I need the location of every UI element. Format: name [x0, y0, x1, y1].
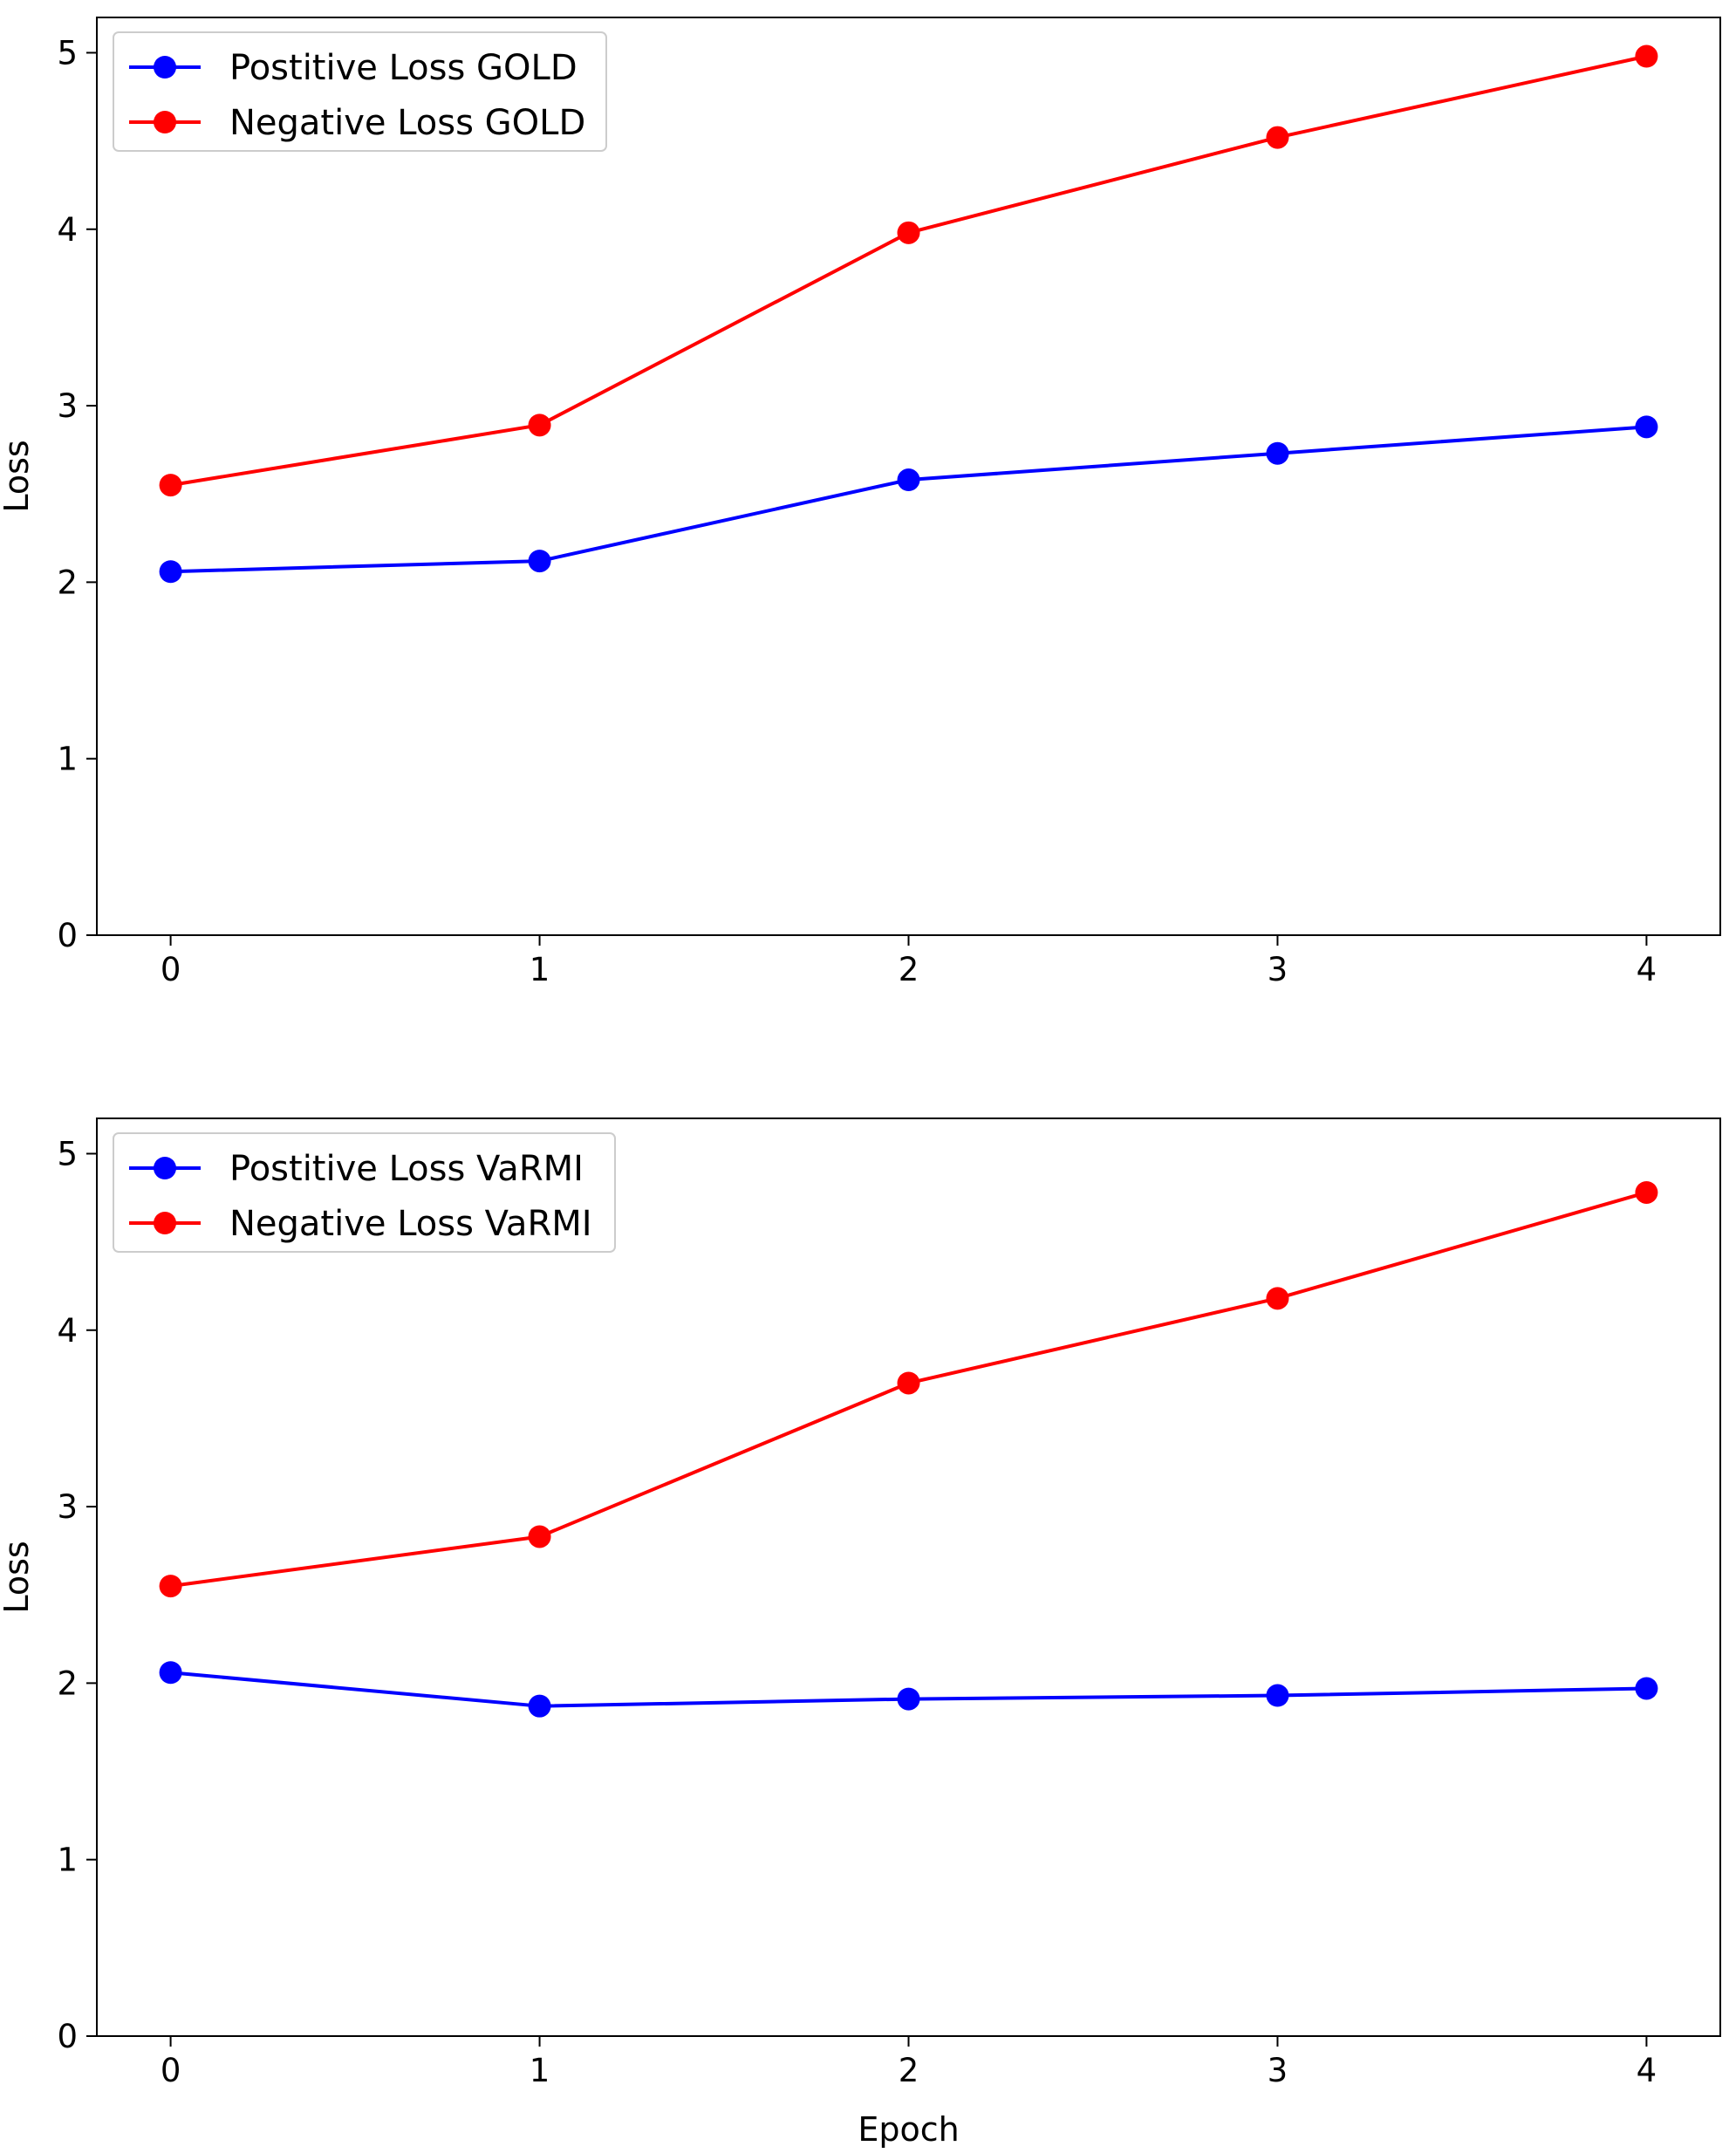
data-point	[1635, 44, 1658, 68]
y-tick-label: 0	[57, 2018, 78, 2055]
x-tick-label: 3	[1268, 2052, 1288, 2089]
data-point	[528, 550, 551, 573]
data-point	[897, 221, 920, 244]
legend-entry-label: Negative Loss GOLD	[229, 103, 585, 143]
legend: Postitive Loss GOLD Negative Loss GOLD	[113, 31, 607, 152]
data-point	[159, 560, 182, 584]
x-tick-label: 2	[899, 951, 919, 988]
legend-box	[113, 1132, 616, 1253]
y-tick-label: 2	[57, 564, 78, 601]
data-point	[159, 1661, 182, 1685]
y-tick-label: 5	[57, 34, 78, 72]
data-point	[1266, 441, 1289, 465]
x-tick-label: 3	[1268, 951, 1288, 988]
chart-panel-2: 0 1 2 3 4 5 0 1 2 3 4 Loss Epoch Postitive Loss VaRMI…	[0, 1118, 1721, 2149]
x-tick-label: 2	[899, 2052, 919, 2089]
y-tick-label: 3	[57, 387, 78, 425]
x-tick-label: 1	[530, 2052, 550, 2089]
data-point	[528, 1525, 551, 1548]
data-point	[1635, 1677, 1658, 1700]
data-point	[897, 1371, 920, 1395]
legend-marker	[154, 1157, 176, 1179]
legend-entry-label: Postitive Loss GOLD	[229, 48, 578, 88]
x-tick-label: 4	[1637, 951, 1657, 988]
legend-marker	[154, 56, 176, 79]
x-tick-label: 4	[1637, 2052, 1657, 2089]
y-tick-label: 2	[57, 1664, 78, 1702]
legend-box	[113, 31, 607, 152]
data-point	[897, 1687, 920, 1711]
data-point	[159, 1575, 182, 1598]
plot-frame	[96, 1118, 1721, 2037]
data-point	[528, 414, 551, 437]
data-point	[1266, 1287, 1289, 1310]
y-tick-label: 1	[57, 1842, 78, 1879]
data-point	[1266, 1684, 1289, 1707]
y-tick-label: 3	[57, 1488, 78, 1526]
data-point	[1635, 415, 1658, 439]
legend-entry-label: Postitive Loss VaRMI	[229, 1149, 584, 1189]
y-axis-label: Loss	[0, 1541, 36, 1613]
x-tick-label: 0	[161, 2052, 181, 2089]
data-point	[1266, 126, 1289, 149]
y-tick-label: 5	[57, 1135, 78, 1172]
data-point	[528, 1694, 551, 1718]
y-tick-label: 4	[57, 1312, 78, 1350]
legend-entry-label: Negative Loss VaRMI	[229, 1204, 592, 1244]
data-point	[897, 468, 920, 492]
data-point	[1635, 1180, 1658, 1204]
data-point	[159, 474, 182, 497]
legend-marker	[154, 1212, 176, 1234]
y-tick-label: 4	[57, 211, 78, 249]
x-tick-label: 1	[530, 951, 550, 988]
y-tick-label: 1	[57, 741, 78, 778]
legend: Postitive Loss VaRMI Negative Loss VaRMI	[113, 1132, 616, 1253]
legend-marker	[154, 111, 176, 133]
y-axis-label: Loss	[0, 440, 36, 512]
y-tick-label: 0	[57, 917, 78, 954]
chart-panel-1: 0 1 2 3 4 5 0 1 2 3 4 Loss Postitive Loss GOLD Negati…	[0, 17, 1721, 988]
x-axis-label: Epoch	[858, 2110, 959, 2149]
x-tick-label: 0	[161, 951, 181, 988]
